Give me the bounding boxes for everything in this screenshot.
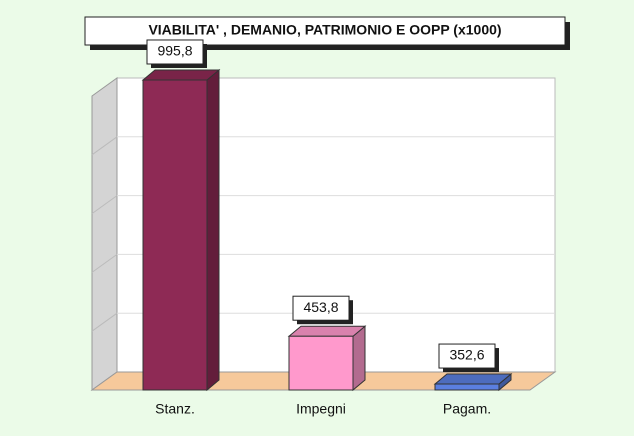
bar-front (434, 383, 500, 391)
side-wall (91, 77, 118, 391)
chart-title: VIABILITA' , DEMANIO, PATRIMONIO E OOPP … (148, 22, 501, 38)
value-label-box (438, 343, 496, 369)
grid-line (91, 312, 118, 332)
bar-front (288, 335, 354, 391)
bar-front (142, 79, 208, 391)
bar-top (141, 69, 221, 81)
value-label: 453,8 (303, 299, 338, 315)
grid-line (91, 136, 118, 156)
grid-line (91, 195, 118, 215)
x-tick-label: Impegni (296, 401, 346, 417)
bar-side (352, 325, 366, 392)
value-label-box (146, 39, 204, 65)
bar-side (206, 68, 220, 392)
value-label: 352,6 (449, 347, 484, 363)
grid-line (91, 253, 118, 273)
bar (433, 372, 513, 392)
bar-top (433, 373, 513, 385)
bar (141, 68, 221, 392)
bar (287, 325, 367, 392)
bar-top (287, 325, 367, 337)
x-tick-label: Stanz. (155, 401, 195, 417)
value-label: 995,8 (157, 43, 192, 59)
value-label-box (292, 295, 350, 321)
x-tick-label: Pagam. (443, 401, 491, 417)
